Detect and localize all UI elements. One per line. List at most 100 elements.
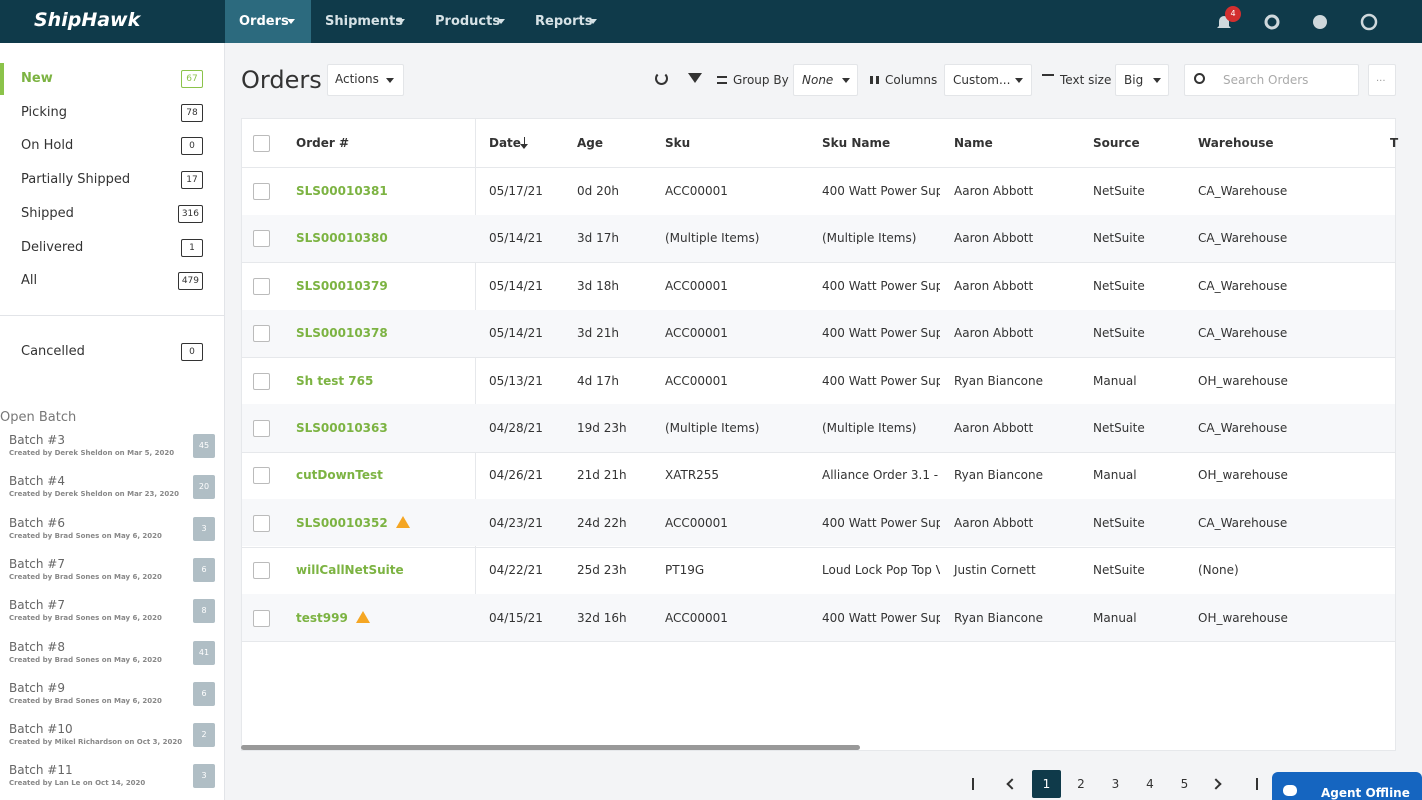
dropdown-caret <box>386 78 394 83</box>
section-title: Open Batch <box>0 410 77 425</box>
agent-label[interactable]: Agent Offline <box>1321 786 1410 800</box>
button-label: Actions <box>335 72 379 86</box>
status-link[interactable]: Picking <box>21 104 67 120</box>
table-cell: 04/28/21 <box>489 421 543 435</box>
row-checkbox[interactable] <box>253 325 270 343</box>
table-cell: 21d 21h <box>577 468 627 483</box>
column-header[interactable]: T <box>1390 136 1399 150</box>
last-page[interactable] <box>1246 778 1258 790</box>
batch-name[interactable]: Batch #3 <box>9 433 65 447</box>
batch-name[interactable]: Batch #9 <box>9 680 65 695</box>
brand[interactable]: ShipHawk <box>34 9 141 31</box>
column-header[interactable]: Order # <box>296 136 349 150</box>
batch-name[interactable]: Batch #4 <box>9 474 65 489</box>
table-cell: (None) <box>1198 563 1239 578</box>
order-link[interactable]: SLS00010378 <box>296 326 388 341</box>
status-link[interactable]: Partially Shipped <box>21 172 131 188</box>
table-cell: 04/15/21 <box>489 610 543 625</box>
batch-name[interactable]: Batch #7 <box>9 556 65 571</box>
table-cell: Aaron Abbott <box>954 231 1034 246</box>
batch-count: 3 <box>193 516 215 541</box>
search-placeholder[interactable]: Search Orders <box>1223 73 1309 87</box>
row-checkbox[interactable] <box>253 183 270 200</box>
table-cell: 400 Watt Power Suppl <box>822 279 940 292</box>
table-cell: 3d 18h <box>577 278 619 293</box>
select-value: Big <box>1124 73 1144 87</box>
column-header[interactable]: Sku Name <box>822 136 891 150</box>
status-link[interactable]: Cancelled <box>21 344 85 359</box>
nav-label: Shipments <box>325 14 403 29</box>
prev-page[interactable] <box>1006 778 1018 790</box>
row-checkbox[interactable] <box>253 277 270 295</box>
table-cell: NetSuite <box>1093 326 1145 341</box>
column-header[interactable]: Source <box>1093 136 1140 150</box>
filter-icon[interactable] <box>688 73 702 83</box>
status-link[interactable]: Shipped <box>21 205 74 221</box>
status-link[interactable]: New <box>21 71 53 86</box>
batch-name[interactable]: Batch #7 <box>9 598 65 613</box>
order-link[interactable]: Sh test 765 <box>296 373 374 388</box>
status-link[interactable]: All <box>21 273 38 289</box>
more-button[interactable] <box>1368 64 1396 96</box>
page-number[interactable]: 5 <box>1180 777 1189 791</box>
user-icon[interactable] <box>1360 13 1378 31</box>
dropdown-caret <box>1015 78 1023 83</box>
batch-name[interactable]: Batch #10 <box>9 722 73 737</box>
order-link[interactable]: cutDownTest <box>296 468 383 483</box>
column-header[interactable]: Sku <box>665 136 691 150</box>
settings-icon[interactable] <box>1264 14 1280 30</box>
row-checkbox[interactable] <box>253 372 270 390</box>
count-badge: 479 <box>177 272 203 291</box>
page-number[interactable]: 3 <box>1111 777 1120 791</box>
column-header[interactable]: Name <box>954 136 993 150</box>
batch-name[interactable]: Batch #6 <box>9 515 65 530</box>
nav-tab[interactable] <box>225 0 311 43</box>
sort-arrow-head <box>520 144 528 149</box>
table-row <box>242 593 1395 642</box>
row-checkbox[interactable] <box>253 230 270 248</box>
row-checkbox[interactable] <box>253 420 270 437</box>
agent-button[interactable] <box>1272 772 1422 800</box>
search-input[interactable] <box>1184 64 1359 96</box>
column-header[interactable]: Warehouse <box>1198 136 1274 150</box>
table-cell: 05/14/21 <box>489 278 543 293</box>
next-page[interactable] <box>1210 778 1222 790</box>
row-checkbox[interactable] <box>253 562 270 580</box>
refresh-icon[interactable] <box>655 72 668 85</box>
order-link[interactable]: willCallNetSuite <box>296 563 404 578</box>
order-link[interactable]: SLS00010381 <box>296 184 388 198</box>
order-link[interactable]: SLS00010352 <box>296 515 388 530</box>
order-link[interactable]: SLS00010380 <box>296 231 388 246</box>
page-title: Orders <box>241 66 322 94</box>
first-page[interactable] <box>972 778 984 790</box>
column-header[interactable]: Date <box>489 136 521 150</box>
column-header[interactable]: Age <box>577 136 604 150</box>
table-cell: 400 Watt Power Suppl <box>822 327 940 340</box>
row-checkbox[interactable] <box>253 135 270 152</box>
batch-name[interactable]: Batch #8 <box>9 639 65 654</box>
status-link[interactable]: On Hold <box>21 138 74 154</box>
more-label[interactable]: ... <box>1376 73 1386 84</box>
page-number[interactable]: 1 <box>1042 777 1051 791</box>
order-link[interactable]: SLS00010363 <box>296 421 388 435</box>
row-checkbox[interactable] <box>253 609 270 627</box>
group-by-select[interactable] <box>793 64 858 96</box>
page-number[interactable]: 2 <box>1077 777 1085 791</box>
table-cell: (Multiple Items) <box>822 422 917 434</box>
page-button[interactable] <box>1032 770 1061 798</box>
row-checkbox[interactable] <box>253 514 270 532</box>
order-link[interactable]: SLS00010379 <box>296 278 388 293</box>
table-cell: 4d 17h <box>577 373 619 388</box>
row-checkbox[interactable] <box>253 467 270 485</box>
chat-icon <box>1283 785 1297 796</box>
batch-name[interactable]: Batch #11 <box>9 763 73 778</box>
search-icon <box>1194 73 1205 84</box>
nav-icons <box>1217 13 1378 31</box>
status-link[interactable]: Delivered <box>21 239 84 255</box>
order-link[interactable]: test999 <box>296 610 348 625</box>
page-number[interactable]: 4 <box>1146 777 1154 791</box>
batch-created: Created by Brad Sones on May 6, 2020 <box>9 614 162 623</box>
row-divider <box>241 262 1396 264</box>
help-icon[interactable] <box>1313 15 1327 29</box>
batch-created: Created by Brad Sones on May 6, 2020 <box>9 572 162 581</box>
